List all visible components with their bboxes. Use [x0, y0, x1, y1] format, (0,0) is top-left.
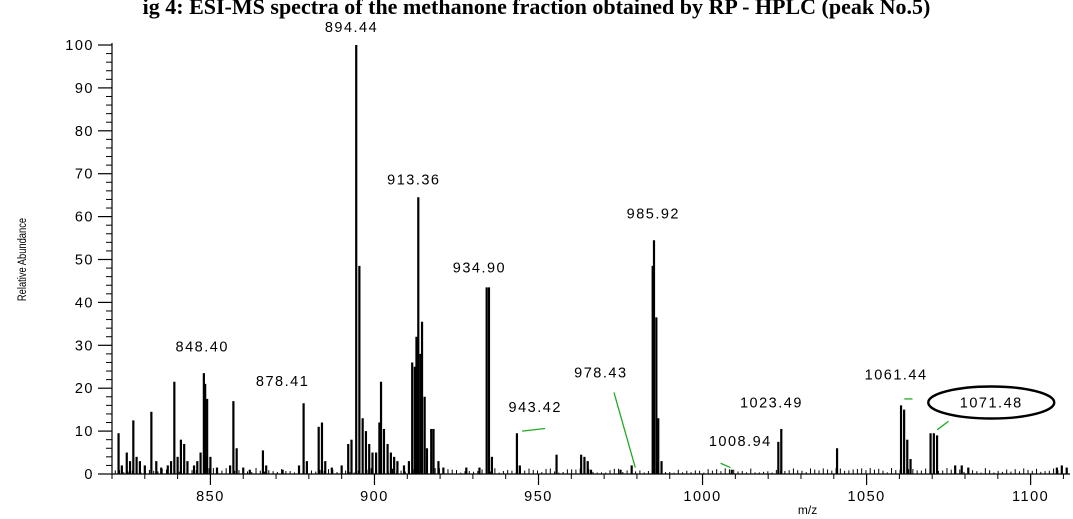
- leader-line: [720, 462, 731, 469]
- peak-label: 848.40: [176, 340, 229, 356]
- peak-label: 894.44: [325, 20, 378, 36]
- y-tick-label: 40: [75, 295, 94, 311]
- peak-label: 985.92: [627, 207, 680, 223]
- x-tick-label: 1000: [683, 489, 721, 505]
- peak-label: 1061.44: [865, 368, 928, 384]
- chart-axes: 0 10 20 30 40 50 60 70 80 90 100 850 900 950 1000 1050 1…: [65, 38, 1070, 505]
- x-tick-label: 850: [196, 489, 225, 505]
- y-tick-label: 80: [75, 124, 94, 140]
- y-tick-label: 30: [75, 338, 94, 354]
- x-axis-title: m/z: [798, 503, 817, 517]
- peak-label: 1023.49: [740, 396, 803, 412]
- y-tick-label: 50: [75, 253, 94, 269]
- peak-label: 934.90: [453, 260, 506, 276]
- highlight-ellipse: [927, 385, 1056, 420]
- y-tick-label: 10: [75, 424, 94, 440]
- y-tick-label: 100: [65, 38, 94, 54]
- peak-bars: [114, 45, 1068, 474]
- leader-line: [613, 392, 636, 468]
- y-axis-title: Relative Abundance: [16, 218, 29, 301]
- y-tick-label: 60: [75, 210, 94, 226]
- leader-line: [936, 420, 949, 431]
- figure-title: ig 4: ESI-MS spectra of the methanone fr…: [142, 0, 931, 19]
- peak-label: 913.36: [387, 172, 440, 188]
- x-tick-label: 950: [524, 489, 553, 505]
- x-tick-label: 1050: [847, 489, 885, 505]
- peak-labels: 848.40 878.41 894.44 913.36 934.90 943.42 978.…: [176, 20, 1056, 450]
- y-tick-label: 20: [75, 381, 94, 397]
- peak-label: 978.43: [574, 365, 627, 381]
- x-tick-label: 1100: [1012, 489, 1049, 505]
- peak-label: 1008.94: [709, 434, 772, 450]
- peak-label: 943.42: [509, 400, 562, 416]
- y-tick-label: 70: [75, 167, 94, 183]
- x-tick-label: 900: [360, 489, 389, 505]
- y-tick-label: 90: [75, 81, 94, 97]
- y-tick-label: 0: [84, 467, 94, 483]
- peak-label: 878.41: [256, 374, 309, 390]
- leader-line: [522, 427, 546, 432]
- leader-lines: [522, 392, 949, 469]
- peak-label: 1071.48: [960, 396, 1023, 412]
